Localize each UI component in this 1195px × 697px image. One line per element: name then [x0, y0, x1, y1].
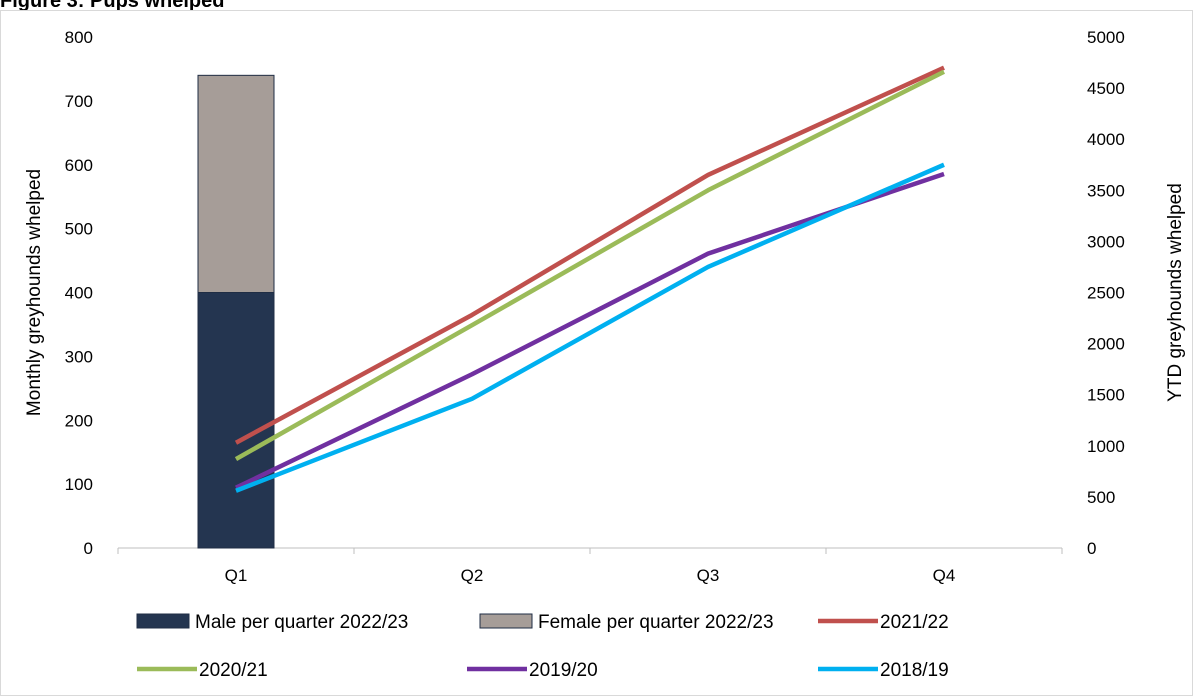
chart-frame — [0, 10, 1193, 696]
y-right-tick-label: 3500 — [1087, 181, 1125, 200]
y-left-tick-label: 800 — [65, 28, 93, 47]
legend-label-3: 2020/21 — [199, 660, 268, 681]
x-tick-label-q1: Q1 — [225, 566, 248, 585]
x-tick-label-q4: Q4 — [933, 566, 956, 585]
y-left-tick-label: 600 — [65, 156, 93, 175]
legend-swatch-0 — [136, 613, 190, 629]
y-left-tick-label: 200 — [65, 411, 93, 430]
male-bar-q1 — [197, 292, 275, 549]
line-series-2020-21 — [234, 69, 946, 462]
y-right-axis-title: YTD greyhounds whelped — [1165, 183, 1186, 402]
legend-swatch-1 — [479, 613, 533, 629]
legend-label-4: 2019/20 — [529, 660, 598, 681]
y-left-tick-label: 300 — [65, 347, 93, 366]
x-tick-label-q3: Q3 — [697, 566, 720, 585]
y-left-tick-label: 700 — [65, 92, 93, 111]
legend-label-5: 2018/19 — [880, 660, 949, 681]
y-right-tick-label: 2000 — [1087, 335, 1125, 354]
y-right-tick-label: 500 — [1087, 488, 1115, 507]
y-left-tick-label: 0 — [84, 539, 93, 558]
y-left-axis-title: Monthly greyhounds whelped — [24, 169, 45, 416]
line-series-2018-19 — [235, 162, 945, 493]
y-right-tick-label: 4000 — [1087, 130, 1125, 149]
legend-label-0: Male per quarter 2022/23 — [195, 612, 408, 633]
y-right-tick-label: 0 — [1087, 539, 1096, 558]
line-series-2021-22 — [234, 65, 945, 445]
y-right-tick-label: 4500 — [1087, 79, 1125, 98]
legend-label-1: Female per quarter 2022/23 — [538, 612, 774, 633]
y-right-tick-label: 5000 — [1087, 28, 1125, 47]
chart-title: Figure 3: Pups whelped — [0, 0, 225, 12]
y-left-tick-label: 500 — [65, 220, 93, 239]
y-right-tick-label: 2500 — [1087, 284, 1125, 303]
female-bar-q1 — [197, 74, 275, 293]
y-right-tick-label: 1000 — [1087, 437, 1125, 456]
y-right-tick-label: 3000 — [1087, 232, 1125, 251]
y-left-tick-label: 100 — [65, 475, 93, 494]
legend-label-2: 2021/22 — [880, 612, 949, 633]
x-tick-label-q2: Q2 — [461, 566, 484, 585]
y-left-tick-label: 400 — [65, 284, 93, 303]
y-right-tick-label: 1500 — [1087, 386, 1125, 405]
